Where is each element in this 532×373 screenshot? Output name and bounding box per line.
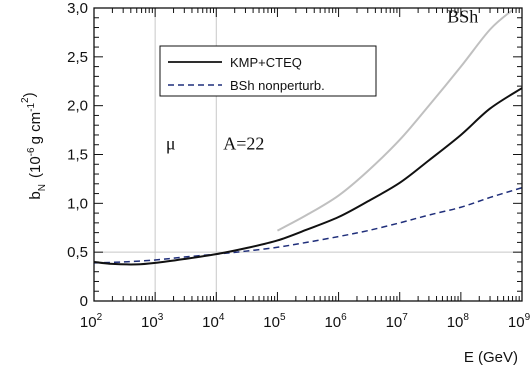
legend: KMP+CTEQ BSh nonperturb. <box>159 45 377 97</box>
annotation-label: A=22 <box>223 134 264 154</box>
y-tick-label: 2,0 <box>67 98 88 115</box>
x-tick-label: 105 <box>263 312 286 331</box>
y-tick-label: 2,5 <box>67 49 88 66</box>
annotations: μ A=22 BSh <box>166 7 478 154</box>
x-tick-label: 106 <box>324 312 347 331</box>
annotation-label: BSh <box>447 7 478 27</box>
legend-box <box>159 45 377 97</box>
x-tick-label: 109 <box>508 312 531 331</box>
x-tick-label: 104 <box>202 312 225 331</box>
series-line-kmp-cteq <box>93 87 523 266</box>
y-axis-label: bN(10-6g cm-12) <box>20 92 48 199</box>
series-line-bsh-nonperturb <box>93 186 523 264</box>
legend-label-bsh-nonperturb: BSh nonperturb. <box>230 78 325 93</box>
x-tick-label: 108 <box>447 312 470 331</box>
tick-labels: 0 0,5 1,0 1,5 2,0 2,5 3,0 102 103 104 105 106 107 108… <box>67 0 530 331</box>
series-line-bsh <box>276 9 514 232</box>
y-tick-label: 3,0 <box>67 0 88 17</box>
x-tick-label: 103 <box>141 312 164 331</box>
y-tick-label: 1,5 <box>67 147 88 164</box>
x-tick-label: 102 <box>80 312 103 331</box>
plot-frame <box>93 7 523 302</box>
annotation-label: μ <box>166 134 176 154</box>
series-layer <box>93 9 523 266</box>
legend-label-kmp-cteq: KMP+CTEQ <box>230 55 302 70</box>
ticks <box>93 7 522 302</box>
x-tick-label: 107 <box>386 312 409 331</box>
y-tick-label: 0,5 <box>67 244 88 261</box>
y-tick-label: 1,0 <box>67 195 88 212</box>
y-tick-label: 0 <box>80 293 88 310</box>
x-axis-label: E (GeV) <box>464 349 518 366</box>
